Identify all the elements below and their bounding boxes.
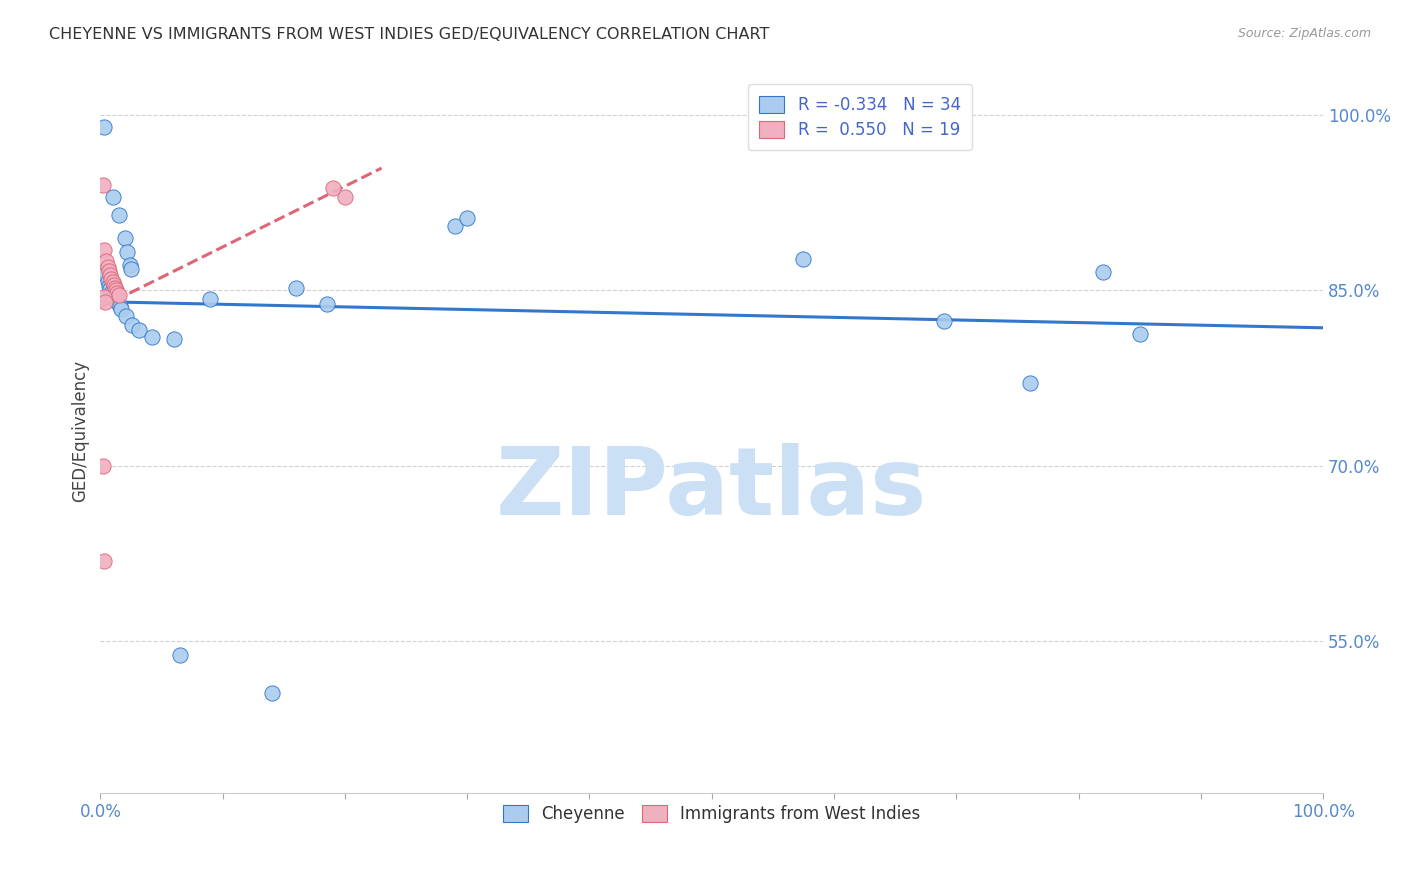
Text: ZIPatlas: ZIPatlas bbox=[496, 442, 928, 534]
Point bbox=[114, 231, 136, 245]
Point bbox=[322, 180, 344, 194]
Point bbox=[97, 263, 120, 277]
Point bbox=[163, 333, 186, 347]
Point bbox=[107, 288, 129, 302]
Point bbox=[141, 330, 163, 344]
Point bbox=[98, 282, 121, 296]
Point bbox=[107, 295, 129, 310]
Point bbox=[103, 289, 125, 303]
Point bbox=[101, 190, 124, 204]
Point bbox=[260, 686, 283, 700]
Point bbox=[200, 292, 222, 306]
Point bbox=[108, 299, 131, 313]
Point bbox=[93, 243, 115, 257]
Point bbox=[97, 278, 120, 293]
Point bbox=[100, 285, 122, 300]
Point bbox=[121, 318, 143, 333]
Point bbox=[932, 314, 955, 328]
Point bbox=[169, 648, 191, 662]
Point bbox=[115, 309, 138, 323]
Point bbox=[456, 211, 478, 225]
Point bbox=[93, 554, 115, 568]
Point bbox=[107, 285, 129, 300]
Point bbox=[104, 292, 127, 306]
Text: Source: ZipAtlas.com: Source: ZipAtlas.com bbox=[1237, 27, 1371, 40]
Point bbox=[120, 262, 142, 277]
Point bbox=[94, 295, 117, 310]
Legend: Cheyenne, Immigrants from West Indies: Cheyenne, Immigrants from West Indies bbox=[492, 794, 932, 835]
Point bbox=[107, 207, 129, 221]
Point bbox=[110, 302, 132, 317]
Point bbox=[117, 244, 139, 259]
Point bbox=[101, 275, 124, 289]
Point bbox=[98, 268, 121, 283]
Point bbox=[444, 219, 467, 234]
Text: CHEYENNE VS IMMIGRANTS FROM WEST INDIES GED/EQUIVALENCY CORRELATION CHART: CHEYENNE VS IMMIGRANTS FROM WEST INDIES … bbox=[49, 27, 769, 42]
Point bbox=[1092, 265, 1115, 279]
Point bbox=[792, 252, 814, 266]
Point bbox=[100, 272, 122, 286]
Y-axis label: GED/Equivalency: GED/Equivalency bbox=[72, 359, 89, 501]
Point bbox=[118, 258, 141, 272]
Point bbox=[315, 297, 337, 311]
Point bbox=[103, 277, 125, 292]
Point bbox=[96, 254, 118, 268]
Point bbox=[91, 178, 114, 193]
Point bbox=[1129, 326, 1152, 341]
Point bbox=[97, 260, 120, 274]
Point bbox=[91, 458, 114, 473]
Point bbox=[93, 120, 115, 134]
Point bbox=[104, 281, 127, 295]
Point bbox=[128, 323, 150, 337]
Point bbox=[285, 281, 308, 295]
Point bbox=[1018, 376, 1040, 390]
Point bbox=[97, 274, 120, 288]
Point bbox=[93, 290, 115, 304]
Point bbox=[94, 267, 117, 281]
Point bbox=[333, 190, 356, 204]
Point bbox=[105, 284, 128, 298]
